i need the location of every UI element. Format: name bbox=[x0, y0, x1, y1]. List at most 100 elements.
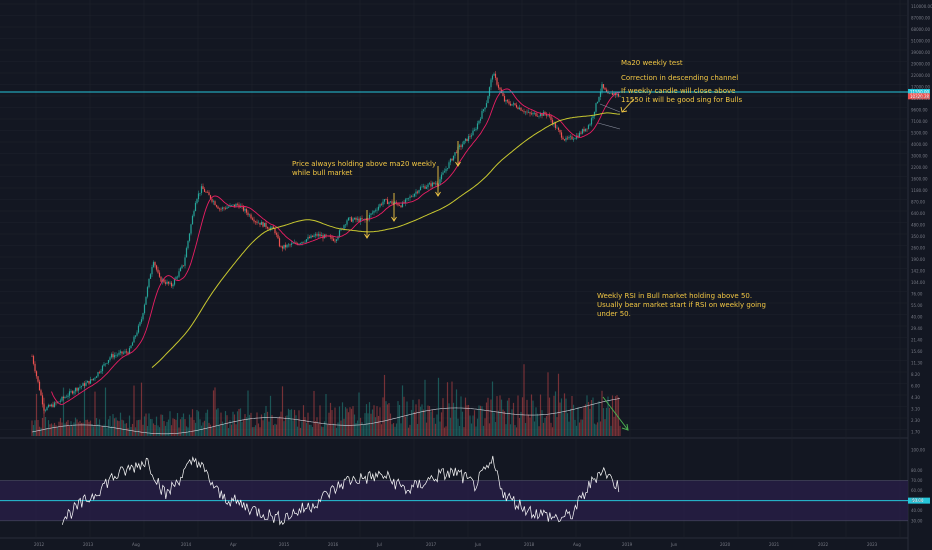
volume-bar bbox=[418, 399, 420, 436]
volume-bar bbox=[194, 422, 197, 436]
candle-body bbox=[199, 192, 201, 194]
candle-body bbox=[458, 145, 461, 147]
candle-body bbox=[265, 222, 267, 228]
volume-bar bbox=[41, 417, 44, 436]
volume-bar bbox=[454, 409, 456, 436]
candle-body bbox=[136, 332, 138, 336]
volume-bar bbox=[529, 417, 531, 436]
candle-body bbox=[170, 282, 173, 287]
volume-bar bbox=[607, 396, 609, 436]
candle-body bbox=[464, 138, 467, 141]
annotation-ma20-test[interactable]: Ma20 weekly test bbox=[621, 59, 683, 67]
volume-bar bbox=[400, 423, 402, 436]
volume-bar bbox=[398, 404, 401, 436]
candle-body bbox=[613, 92, 615, 96]
volume-bar bbox=[64, 423, 66, 436]
volume-bar bbox=[70, 421, 72, 436]
volume-bar bbox=[500, 399, 503, 436]
volume-bar bbox=[332, 423, 335, 436]
volume-bar bbox=[163, 421, 165, 436]
candle-body bbox=[106, 362, 108, 364]
level-tag: 11550.00 bbox=[910, 89, 930, 94]
volume-bar bbox=[551, 427, 554, 436]
volume-bar bbox=[587, 402, 590, 436]
annotation-price-holding[interactable]: Price always holding above ma20 weekly w… bbox=[292, 160, 437, 177]
annotation-rsi-note[interactable]: Weekly RSI in Bull market holding above … bbox=[597, 292, 766, 318]
candle-body bbox=[242, 205, 245, 211]
candle-body bbox=[455, 152, 458, 153]
annotation-weekly-candle[interactable]: If weekly candle will close above 11550 … bbox=[621, 87, 743, 104]
time-axis-label: 2022 bbox=[818, 542, 829, 547]
price-axis-label: 22000.00 bbox=[911, 73, 931, 78]
candle-body bbox=[409, 196, 411, 198]
rsi-axis-label: 70.00 bbox=[911, 478, 923, 483]
candle-body bbox=[497, 84, 500, 88]
volume-bar bbox=[239, 408, 242, 436]
candle-body bbox=[514, 103, 516, 105]
candle-body bbox=[329, 236, 332, 238]
volume-bar bbox=[346, 408, 348, 436]
candle-body bbox=[190, 224, 192, 234]
candle-body bbox=[37, 376, 39, 382]
candle-body bbox=[419, 187, 422, 191]
candle-body bbox=[596, 101, 599, 104]
volume-bar bbox=[151, 419, 153, 436]
volume-bar bbox=[584, 404, 587, 436]
candle-body bbox=[461, 144, 464, 147]
volume-bar bbox=[508, 397, 510, 436]
candle-body bbox=[358, 218, 360, 222]
volume-bar bbox=[605, 407, 608, 436]
volume-bar bbox=[406, 401, 408, 436]
volume-bar bbox=[370, 413, 372, 436]
rsi-axis-label: 40.00 bbox=[911, 508, 923, 513]
volume-bar bbox=[476, 418, 479, 436]
volume-bar bbox=[103, 424, 105, 436]
volume-bar bbox=[314, 421, 317, 436]
candle-body bbox=[559, 130, 561, 133]
volume-bar bbox=[206, 409, 209, 436]
candle-body bbox=[185, 248, 188, 258]
candle-body bbox=[250, 214, 252, 219]
annotation-correction[interactable]: Correction in descending channel bbox=[621, 74, 739, 82]
candle-body bbox=[259, 222, 261, 225]
volume-bar bbox=[319, 405, 321, 436]
volume-bar bbox=[488, 423, 491, 436]
volume-bar bbox=[515, 427, 518, 436]
price-axis-label: 5300.00 bbox=[911, 131, 928, 136]
time-axis-label: 2018 bbox=[524, 542, 535, 547]
candle-body bbox=[58, 401, 60, 403]
candle-body bbox=[308, 237, 311, 239]
volume-bar bbox=[283, 421, 285, 436]
candle-body bbox=[314, 234, 317, 236]
time-axis-label: 2012 bbox=[34, 542, 45, 547]
candle-body bbox=[128, 348, 131, 354]
volume-bar bbox=[583, 407, 585, 436]
volume-bar bbox=[599, 421, 602, 436]
green-arrow-head bbox=[621, 423, 629, 431]
volume-bar bbox=[40, 427, 42, 436]
volume-bar bbox=[238, 408, 240, 436]
candle-body bbox=[203, 189, 206, 192]
candle-body bbox=[509, 103, 512, 106]
volume-bar bbox=[470, 423, 473, 436]
volume-bar bbox=[358, 392, 360, 436]
candle-body bbox=[410, 196, 413, 198]
volume-bar bbox=[521, 397, 524, 436]
volume-bar bbox=[59, 417, 62, 436]
volume-bar bbox=[347, 412, 350, 436]
volume-bar bbox=[356, 420, 359, 436]
volume-bar bbox=[268, 421, 270, 436]
candle-body bbox=[283, 244, 285, 249]
volume-bar bbox=[190, 417, 192, 436]
candle-body bbox=[230, 205, 233, 206]
volume-bar bbox=[527, 414, 530, 436]
candle-body bbox=[521, 110, 524, 112]
candle-body bbox=[205, 191, 207, 193]
volume-bar bbox=[544, 417, 546, 436]
candle-body bbox=[43, 404, 45, 411]
volume-bar bbox=[457, 418, 459, 436]
volume-bar bbox=[53, 422, 56, 436]
volume-bar bbox=[196, 409, 198, 436]
